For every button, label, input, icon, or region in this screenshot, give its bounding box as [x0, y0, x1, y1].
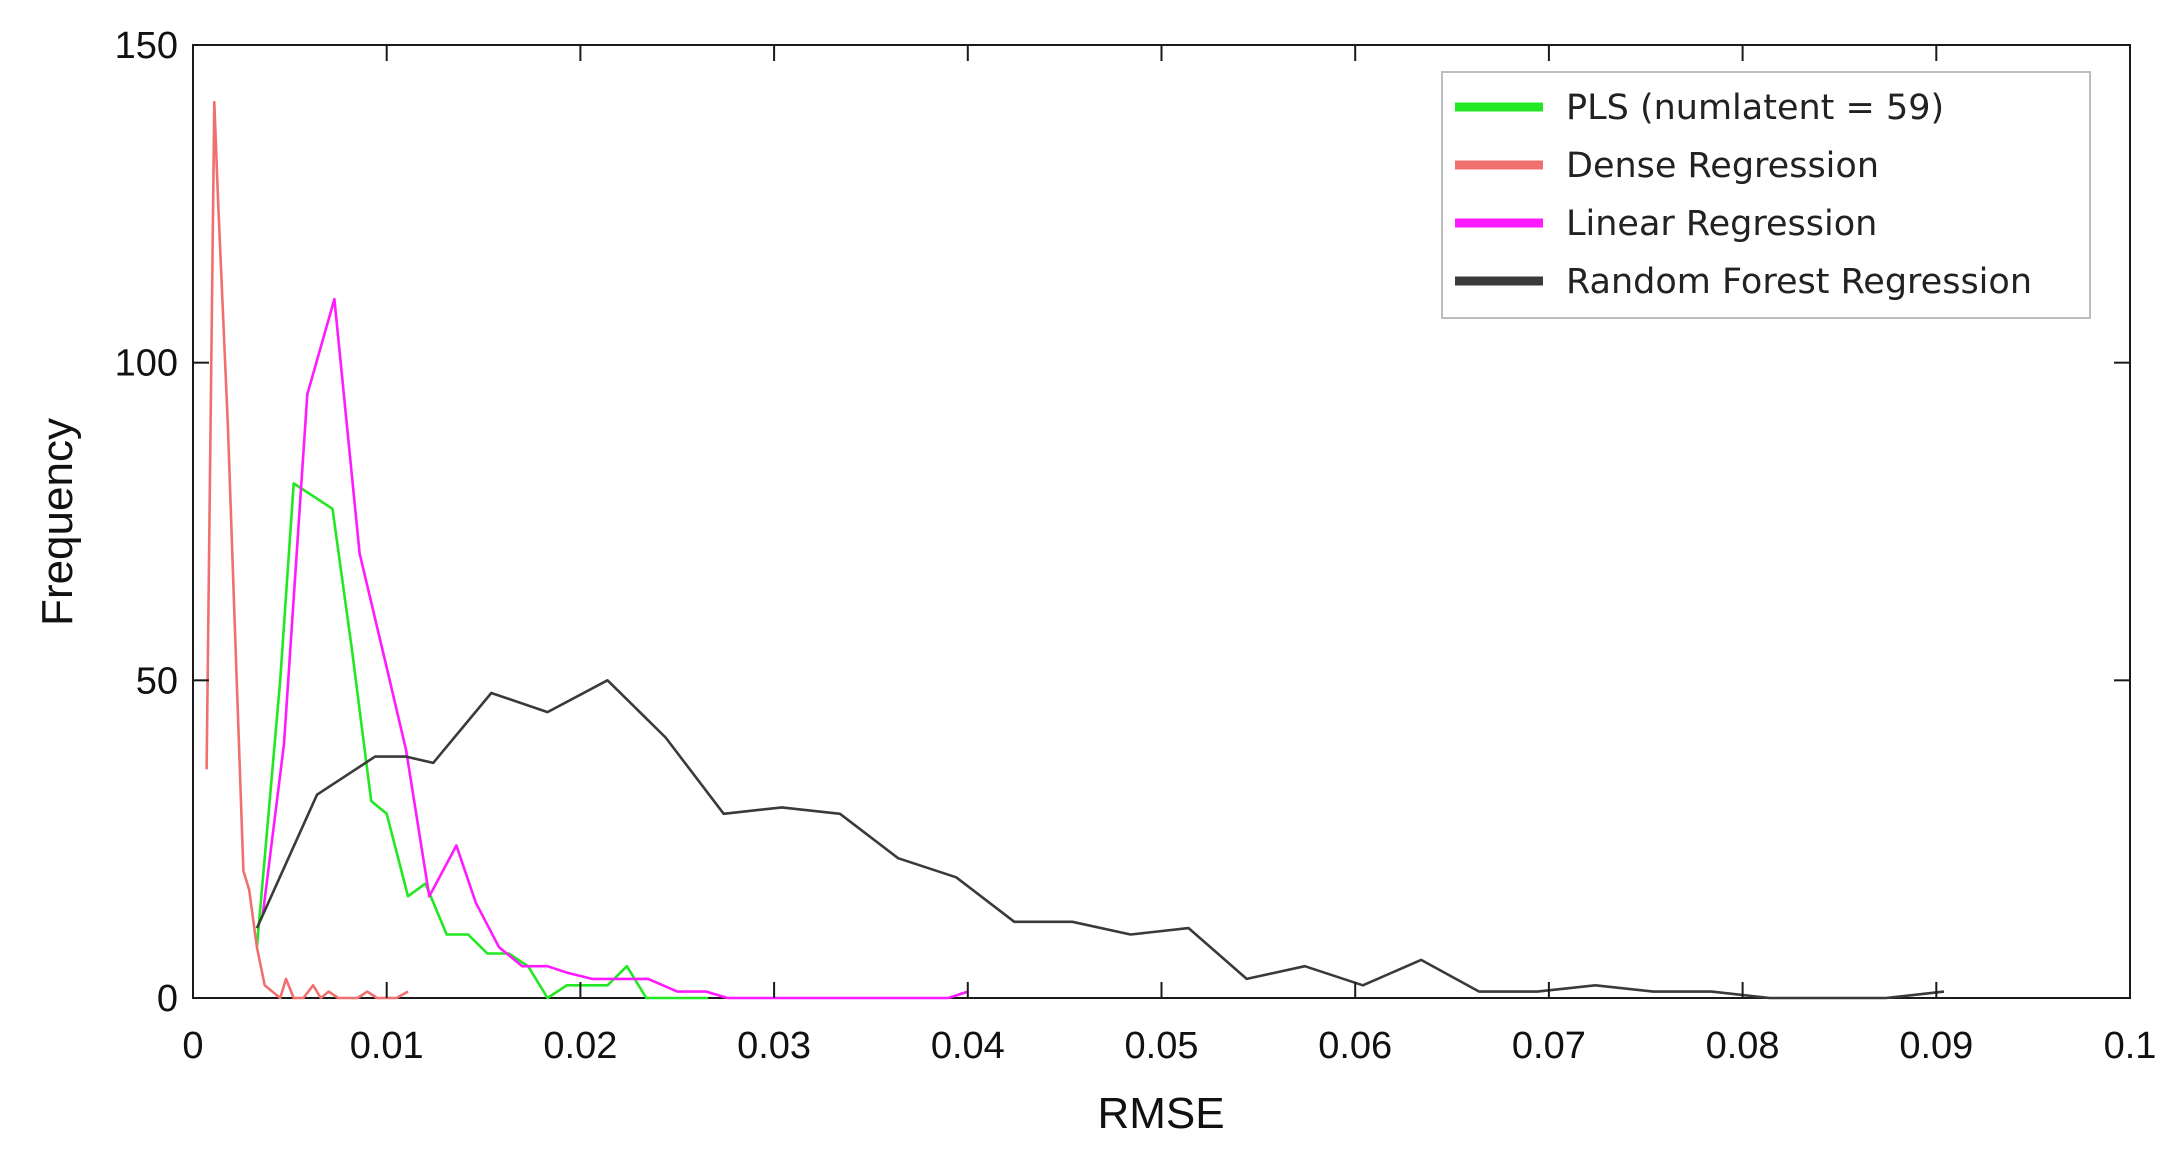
tick-labels-layer: 0 0.01 0.02 0.03 0.04 0.05 0.06 0.07 0.08 0.09 0.1… — [115, 25, 2157, 1067]
x-tick-label: 0 — [182, 1025, 203, 1067]
legend-label-0: PLS (numlatent = 59) — [1566, 88, 1944, 128]
legend-entries: PLS (numlatent = 59) Dense Regression Line… — [1455, 88, 2032, 302]
y-tick-label: 50 — [136, 660, 178, 702]
series-layer — [205, 100, 1945, 1000]
x-tick-label: 0.1 — [2104, 1025, 2157, 1067]
y-tick-label: 150 — [115, 25, 178, 67]
series-line-3 — [255, 678, 1945, 1000]
legend-label-1: Dense Regression — [1566, 146, 1879, 186]
x-tick-label: 0.07 — [1512, 1025, 1586, 1067]
x-tick-label: 0.02 — [543, 1025, 617, 1067]
y-axis-title: Frequency — [33, 418, 82, 626]
x-tick-label: 0.01 — [350, 1025, 424, 1067]
y-tick-label: 100 — [115, 343, 178, 385]
x-tick-label: 0.05 — [1125, 1025, 1199, 1067]
x-tick-label: 0.08 — [1706, 1025, 1780, 1067]
series-line-1 — [205, 100, 409, 1000]
x-tick-label: 0.03 — [737, 1025, 811, 1067]
legend-label-3: Random Forest Regression — [1566, 262, 2032, 302]
legend-box — [1441, 71, 2091, 319]
x-tick-label: 0.09 — [1899, 1025, 1973, 1067]
x-tick-label: 0.04 — [931, 1025, 1005, 1067]
series-line-0 — [255, 482, 709, 1000]
legend: PLS (numlatent = 59) Dense Regression Line… — [1441, 71, 2091, 319]
ticks-layer — [192, 44, 2131, 999]
legend-label-2: Linear Regression — [1566, 204, 1877, 244]
x-axis-title: RMSE — [1097, 1089, 1224, 1138]
y-tick-label: 0 — [157, 978, 178, 1020]
x-tick-label: 0.06 — [1318, 1025, 1392, 1067]
